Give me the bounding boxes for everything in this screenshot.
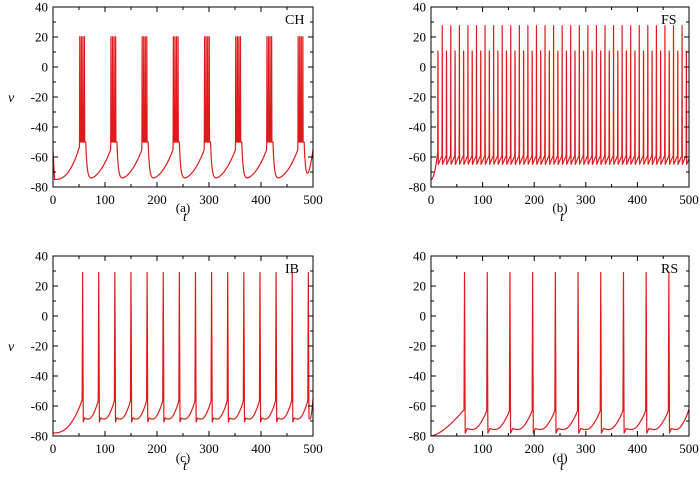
x-tick-label: 400 [251, 192, 271, 207]
x-axis-label: t [183, 210, 188, 225]
chart-panel-chattering: 0 100 200 300 400 500 -80 -60 -40 -20 0 20 40 CH t v (a) [8, 0, 323, 225]
y-tick-label: 0 [420, 60, 427, 75]
chart-panel-fast_spiking: 0 100 200 300 400 500 -80 -60 -40 -20 0 20 40 FS t(b) [409, 0, 699, 225]
panel-label: (d) [552, 450, 567, 465]
x-tick-label: 300 [199, 192, 219, 207]
y-tick-label: 20 [35, 279, 48, 294]
x-tick-label: 500 [679, 441, 699, 456]
y-tick-label: -40 [409, 369, 426, 384]
x-tick-label: 100 [473, 192, 493, 207]
x-tick-label: 200 [147, 192, 167, 207]
x-tick-label: 0 [50, 192, 57, 207]
x-axis-label: t [560, 210, 565, 225]
x-tick-label: 400 [628, 192, 648, 207]
panel-label: (c) [176, 450, 190, 465]
y-tick-label: -80 [409, 429, 426, 444]
y-tick-label: -80 [409, 180, 426, 195]
y-axis-label: v [8, 340, 15, 355]
x-tick-label: 400 [251, 441, 271, 456]
y-tick-label: 40 [413, 249, 426, 264]
y-tick-label: -20 [409, 90, 426, 105]
y-tick-label: 40 [35, 249, 48, 264]
x-axis-label: t [183, 459, 188, 474]
x-tick-label: 300 [576, 192, 596, 207]
series-line-membrane-potential [430, 25, 690, 181]
y-tick-label: 40 [35, 0, 48, 15]
plot-frame [430, 255, 690, 437]
x-tick-label: 300 [576, 441, 596, 456]
y-tick-label: -40 [31, 120, 48, 135]
y-tick-label: 40 [413, 0, 426, 15]
x-tick-label: 100 [95, 441, 115, 456]
x-tick-label: 0 [50, 441, 57, 456]
y-tick-label: -80 [31, 180, 48, 195]
x-tick-label: 0 [428, 192, 435, 207]
y-tick-label: -60 [31, 150, 48, 165]
y-tick-label: -20 [31, 90, 48, 105]
y-tick-label: 0 [420, 309, 427, 324]
y-tick-label: -20 [31, 339, 48, 354]
panel-label: (b) [552, 200, 567, 215]
x-tick-label: 100 [473, 441, 493, 456]
panel-label: (a) [176, 200, 190, 215]
y-tick-label: -40 [409, 120, 426, 135]
y-tick-label: 20 [413, 30, 426, 45]
series-line-membrane-potential [52, 36, 314, 181]
y-tick-label: 0 [42, 309, 49, 324]
y-tick-label: 20 [413, 279, 426, 294]
x-tick-label: 500 [303, 441, 323, 456]
x-tick-label: 200 [524, 192, 544, 207]
y-tick-label: -60 [409, 399, 426, 414]
series-line-membrane-potential [52, 271, 314, 434]
plot-frame [52, 255, 314, 437]
pattern-annotation: FS [661, 13, 677, 28]
x-tick-label: 0 [428, 441, 435, 456]
y-tick-label: 20 [35, 30, 48, 45]
x-tick-label: 200 [147, 441, 167, 456]
pattern-annotation: IB [285, 262, 299, 277]
y-tick-label: -40 [31, 369, 48, 384]
x-tick-label: 500 [303, 192, 323, 207]
y-tick-label: -80 [31, 429, 48, 444]
y-tick-label: -60 [31, 399, 48, 414]
pattern-annotation: CH [285, 13, 304, 28]
y-tick-label: -60 [409, 150, 426, 165]
pattern-annotation: RS [661, 262, 678, 277]
x-tick-label: 200 [524, 441, 544, 456]
x-tick-label: 400 [628, 441, 648, 456]
x-tick-label: 100 [95, 192, 115, 207]
x-tick-label: 500 [679, 192, 699, 207]
series-line-membrane-potential [430, 271, 690, 437]
chart-panel-regular_spiking: 0 100 200 300 400 500 -80 -60 -40 -20 0 20 40 RS t(d) [409, 249, 699, 475]
chart-panel-intrinsic_bursting: 0 100 200 300 400 500 -80 -60 -40 -20 0 20 40 IB t v (c) [8, 249, 323, 475]
x-tick-label: 300 [199, 441, 219, 456]
y-axis-label: v [8, 91, 15, 106]
x-axis-label: t [560, 459, 565, 474]
y-tick-label: 0 [42, 60, 49, 75]
y-tick-label: -20 [409, 339, 426, 354]
